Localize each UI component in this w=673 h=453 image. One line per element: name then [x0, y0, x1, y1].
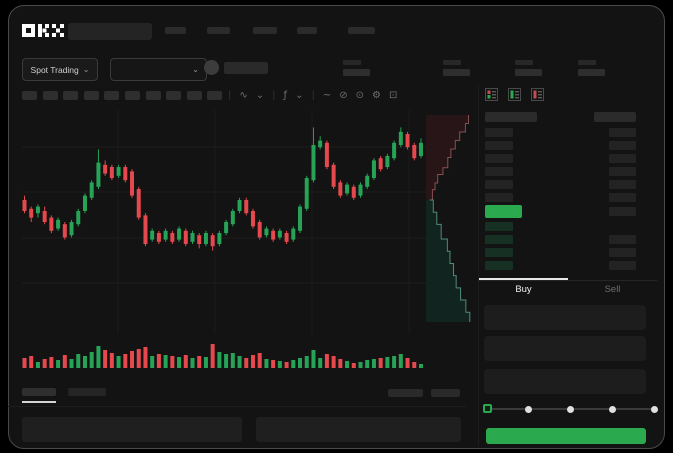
- okx-logo: [22, 24, 64, 37]
- nav-item-placeholder[interactable]: [297, 27, 317, 34]
- ticker-stat-label-placeholder: [578, 60, 596, 65]
- depth-chart: [426, 115, 471, 322]
- ask-amount-placeholder[interactable]: [609, 193, 636, 202]
- buy-submit-button[interactable]: [486, 428, 646, 444]
- chevron-down-icon: ⌄: [192, 65, 199, 74]
- timeframe-button-placeholder[interactable]: [63, 91, 79, 100]
- bid-amount-placeholder[interactable]: [609, 235, 636, 244]
- bid-amount-placeholder[interactable]: [609, 248, 636, 257]
- timeframe-button-placeholder[interactable]: [104, 91, 120, 100]
- line-tool-icon[interactable]: ~: [322, 90, 332, 101]
- orderbook-panel: Buy Sell: [478, 86, 658, 446]
- chevron-down-icon: ⌄: [82, 65, 90, 74]
- order-form-field-placeholder[interactable]: [484, 369, 646, 394]
- toolbar-divider: |: [272, 90, 276, 101]
- bid-price-placeholder[interactable]: [485, 235, 513, 244]
- chevron-down-icon[interactable]: ⌄: [295, 90, 304, 101]
- slider-stop-dot[interactable]: [525, 405, 533, 413]
- orders-table-row-placeholder: [256, 417, 461, 442]
- nav-item-placeholder[interactable]: [165, 27, 186, 34]
- toolbar-divider: |: [228, 90, 232, 101]
- ask-amount-placeholder[interactable]: [609, 180, 636, 189]
- ticker-stat-value-placeholder: [343, 69, 370, 76]
- candlestick-chart: [22, 110, 426, 334]
- orderbook-layout-bids-icon[interactable]: [508, 88, 521, 101]
- ticker-stat-value-placeholder: [443, 69, 470, 76]
- nav-item-placeholder[interactable]: [253, 27, 277, 34]
- ask-amount-placeholder[interactable]: [609, 167, 636, 176]
- active-tab-underline: [479, 278, 568, 280]
- orderbook-header-amount-placeholder: [594, 112, 636, 122]
- volume-chart: [22, 344, 423, 368]
- timeframe-button-placeholder[interactable]: [145, 91, 161, 100]
- tab-sell[interactable]: Sell: [604, 284, 621, 295]
- ask-price-placeholder[interactable]: [485, 128, 513, 137]
- tab-buy[interactable]: Buy: [515, 284, 532, 295]
- eraser-tool-icon[interactable]: ⊘: [339, 90, 348, 101]
- timeframe-button-placeholder[interactable]: [125, 91, 140, 100]
- bottom-tab-placeholder[interactable]: [68, 388, 106, 396]
- slider-stop-dot[interactable]: [608, 405, 616, 413]
- camera-icon[interactable]: ⊙: [355, 90, 364, 101]
- last-price-highlight: [485, 205, 522, 218]
- ask-price-placeholder[interactable]: [485, 167, 513, 176]
- timeframe-button-placeholder[interactable]: [207, 91, 223, 100]
- bid-price-placeholder[interactable]: [485, 248, 513, 257]
- pair-name-placeholder: [224, 62, 268, 74]
- ask-price-placeholder[interactable]: [485, 154, 513, 163]
- settings-icon[interactable]: ⚙: [372, 90, 381, 101]
- bottom-action-placeholder[interactable]: [431, 389, 460, 397]
- slider-stop-dot[interactable]: [650, 405, 658, 413]
- nav-item-placeholder[interactable]: [207, 27, 230, 34]
- timeframe-button-placeholder[interactable]: [166, 91, 182, 100]
- ask-amount-placeholder[interactable]: [609, 128, 636, 137]
- ask-price-placeholder[interactable]: [485, 141, 513, 150]
- pair-selector-dropdown[interactable]: ⌄: [110, 58, 207, 81]
- fullscreen-icon[interactable]: ⊡: [388, 90, 398, 101]
- ask-price-placeholder[interactable]: [485, 193, 513, 202]
- bid-amount-placeholder[interactable]: [609, 261, 636, 270]
- bottom-tab-active-placeholder[interactable]: [22, 388, 56, 396]
- timeframe-button-placeholder[interactable]: [186, 91, 202, 100]
- candle-style-icon[interactable]: ∿: [239, 90, 248, 101]
- coin-avatar: [204, 60, 219, 75]
- chevron-down-icon[interactable]: ⌄: [255, 90, 265, 101]
- market-type-label: Spot Trading: [30, 64, 79, 75]
- timeframe-button-placeholder[interactable]: [42, 91, 58, 100]
- timeframe-button-placeholder[interactable]: [83, 91, 99, 100]
- bottom-action-placeholder[interactable]: [388, 389, 423, 397]
- ticker-stat-value-placeholder: [578, 69, 605, 76]
- ask-amount-placeholder[interactable]: [609, 154, 636, 163]
- bid-price-placeholder[interactable]: [485, 222, 513, 231]
- last-price-value-placeholder: [609, 207, 636, 216]
- orderbook-header-price-placeholder: [485, 112, 537, 122]
- toolbar-divider: |: [311, 90, 315, 101]
- ticker-stat-label-placeholder: [443, 60, 461, 65]
- slider-stop-dot[interactable]: [567, 405, 574, 413]
- bid-price-placeholder[interactable]: [485, 261, 513, 270]
- market-type-selector[interactable]: Spot Trading ⌄: [22, 58, 98, 81]
- ask-amount-placeholder[interactable]: [609, 141, 636, 150]
- ticker-stat-label-placeholder: [515, 60, 533, 65]
- ticker-stat-value-placeholder: [515, 69, 542, 76]
- order-form-field-placeholder[interactable]: [484, 305, 646, 330]
- indicators-icon[interactable]: ƒ: [283, 90, 288, 101]
- ask-price-placeholder[interactable]: [485, 180, 513, 189]
- orderbook-layout-asks-icon[interactable]: [531, 88, 544, 101]
- search-input[interactable]: [68, 23, 152, 40]
- timeframe-button-placeholder[interactable]: [22, 91, 37, 100]
- ticker-stat-label-placeholder: [343, 60, 361, 65]
- order-form-field-placeholder[interactable]: [484, 336, 646, 361]
- bottom-divider: [8, 406, 466, 407]
- orders-table-row-placeholder: [22, 417, 242, 442]
- slider-handle[interactable]: [482, 404, 492, 413]
- tabs-divider: [479, 280, 657, 281]
- orderbook-layout-combined-icon[interactable]: [485, 88, 498, 101]
- nav-item-placeholder[interactable]: [348, 27, 375, 34]
- chart-tools: | ∿ ⌄ | ƒ ⌄ | ~ ⊘ ⊙ ⚙ ⊡: [228, 88, 397, 104]
- bottom-tab-underline: [22, 401, 56, 403]
